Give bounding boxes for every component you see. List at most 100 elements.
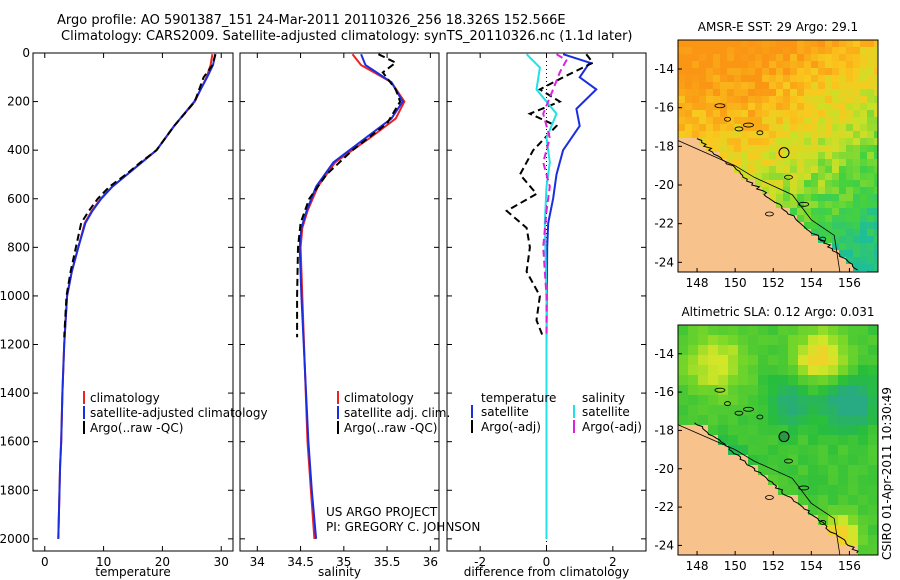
map-cell xyxy=(788,385,798,395)
map-cell xyxy=(688,375,698,385)
map-cell xyxy=(790,194,797,201)
map-cell xyxy=(718,425,728,435)
map-cell xyxy=(848,395,858,405)
map-cell xyxy=(868,445,878,455)
map-cell xyxy=(762,173,769,180)
map-cell xyxy=(706,159,713,166)
plot-frame xyxy=(32,52,234,552)
map-cell xyxy=(808,365,818,375)
map-cell xyxy=(758,545,768,555)
map-cell xyxy=(748,485,758,495)
map-cell xyxy=(738,445,748,455)
map-cell xyxy=(874,75,878,82)
map-cell xyxy=(738,335,748,345)
map-cell xyxy=(838,465,848,475)
map-cell xyxy=(868,415,878,425)
map-cell xyxy=(699,89,706,96)
map-cell xyxy=(769,257,776,264)
map-cell xyxy=(768,495,778,505)
map-cell xyxy=(848,475,858,485)
map-cell xyxy=(828,345,838,355)
map-cell xyxy=(797,208,804,215)
map-cell xyxy=(698,545,708,555)
map-cell xyxy=(788,505,798,515)
map-cell xyxy=(868,535,878,545)
map-cell xyxy=(798,495,808,505)
map-cell xyxy=(860,152,867,159)
map-cell xyxy=(790,166,797,173)
map-cell xyxy=(738,535,748,545)
map-cell xyxy=(839,187,846,194)
legend-label-climatology: climatology xyxy=(90,391,160,405)
map-cell xyxy=(818,61,825,68)
map-cell xyxy=(706,96,713,103)
map-cell xyxy=(685,145,692,152)
map-cell xyxy=(748,124,755,131)
map-cell xyxy=(718,545,728,555)
map-cell xyxy=(758,455,768,465)
map-cell xyxy=(860,243,867,250)
map-cell xyxy=(692,229,699,236)
map-cell xyxy=(790,222,797,229)
figure-title-line1: Argo profile: AO 5901387_151 24-Mar-2011… xyxy=(57,13,566,28)
map-cell xyxy=(778,475,788,485)
map-cell xyxy=(808,445,818,455)
map-cell xyxy=(720,201,727,208)
map-cell xyxy=(778,375,788,385)
map-cell xyxy=(790,173,797,180)
map-cell xyxy=(860,201,867,208)
map-cell xyxy=(706,103,713,110)
map-cell xyxy=(755,145,762,152)
map-cell xyxy=(818,495,828,505)
map-cell xyxy=(853,257,860,264)
map-cell xyxy=(832,152,839,159)
map-cell xyxy=(727,264,734,271)
map-cell xyxy=(848,515,858,525)
map-cell xyxy=(846,61,853,68)
map-cell xyxy=(692,152,699,159)
map-cell xyxy=(728,535,738,545)
map-cell xyxy=(734,194,741,201)
map-cell xyxy=(846,110,853,117)
map-cell xyxy=(706,54,713,61)
map-cell xyxy=(874,173,878,180)
map-cell xyxy=(748,82,755,89)
map-cell xyxy=(839,117,846,124)
map-cell xyxy=(706,124,713,131)
map-cell xyxy=(776,61,783,68)
reef-boundary-line xyxy=(677,424,841,556)
map-cell xyxy=(818,229,825,236)
map-cell xyxy=(798,405,808,415)
map-cell xyxy=(738,345,748,355)
map-cell xyxy=(755,250,762,257)
map-cell xyxy=(768,355,778,365)
reef-island xyxy=(743,122,754,128)
map-cell xyxy=(720,131,727,138)
map-cell xyxy=(699,236,706,243)
map-cell xyxy=(853,68,860,75)
map-cell xyxy=(838,495,848,505)
map-cell xyxy=(678,103,685,110)
map-cell xyxy=(853,243,860,250)
map-cell xyxy=(868,475,878,485)
map-cell xyxy=(755,68,762,75)
map-cell xyxy=(748,145,755,152)
map-cell xyxy=(748,264,755,271)
map-cell xyxy=(748,152,755,159)
map-cell xyxy=(818,545,828,555)
map-cell xyxy=(818,405,828,415)
map-cell xyxy=(699,250,706,257)
map-cell xyxy=(790,159,797,166)
map-cell xyxy=(818,117,825,124)
map-cell xyxy=(846,152,853,159)
map-cell xyxy=(811,61,818,68)
map-cell xyxy=(688,485,698,495)
map-cell xyxy=(688,495,698,505)
map-cell xyxy=(727,159,734,166)
map-cell xyxy=(839,243,846,250)
map-cell xyxy=(788,375,798,385)
map-cell xyxy=(769,138,776,145)
map-cell xyxy=(804,96,811,103)
